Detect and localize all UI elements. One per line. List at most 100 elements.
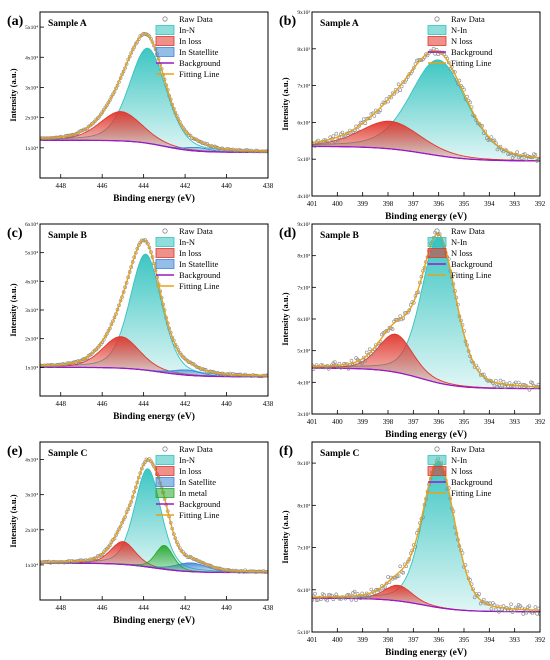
raw-data-point — [492, 383, 497, 388]
x-tick-label: 392 — [535, 200, 546, 208]
legend-swatch — [427, 36, 447, 46]
y-tick-label: 3x10⁴ — [25, 308, 38, 314]
raw-data-point — [431, 46, 436, 51]
x-tick-label: 394 — [484, 636, 495, 644]
x-tick-label: 448 — [55, 182, 66, 190]
y-axis-label: Intensity (a.u.) — [280, 292, 290, 345]
x-tick-label: 400 — [332, 200, 343, 208]
raw-data-point — [103, 334, 108, 339]
plot-frame — [39, 441, 269, 601]
plot-area — [312, 456, 540, 616]
legend-item-label: In-N — [179, 237, 195, 247]
raw-data-point — [536, 158, 540, 162]
component-n-in — [312, 461, 540, 613]
fitting-line — [312, 49, 540, 159]
raw-data-point — [354, 598, 358, 602]
y-tick-label: 6x10³ — [297, 588, 310, 594]
x-axis-label: Binding energy (eV) — [385, 647, 467, 658]
y-axis-label: Intensity (a.u.) — [8, 68, 18, 121]
sample-label: Sample B — [320, 231, 359, 241]
x-tick-label: 394 — [484, 418, 495, 426]
legend-item-label: Background — [451, 47, 493, 57]
raw-data-point — [314, 598, 319, 603]
legend-item-label: N loss — [451, 248, 473, 258]
y-tick-label: 9x10³ — [297, 461, 310, 467]
plot-frame — [311, 11, 541, 197]
chart-panel-b: 401 400 399 398 397 396 395 394 393 392 4x10³ 5x10³… — [279, 10, 546, 222]
legend-swatch — [155, 25, 175, 35]
raw-data-point — [538, 612, 540, 616]
raw-data-point — [407, 308, 412, 312]
plot-frame — [311, 441, 541, 633]
y-tick-label: 4x10³ — [297, 380, 310, 386]
raw-data-point — [401, 570, 406, 575]
sample-label: Sample C — [320, 449, 359, 459]
legend-item-label: Fitting Line — [451, 270, 492, 280]
raw-data-point — [363, 358, 368, 363]
raw-data-point — [524, 610, 529, 615]
legend-item-label: Background — [451, 259, 493, 269]
x-tick-label: 397 — [408, 636, 419, 644]
x-tick-label: 394 — [484, 200, 495, 208]
legend-item-label: In Statellite — [179, 259, 219, 269]
x-tick-label: 444 — [138, 400, 149, 408]
y-tick-label: 5x10⁴ — [25, 25, 38, 31]
legend-item-label: Background — [179, 58, 221, 68]
component-in-n — [40, 253, 268, 378]
y-tick-label: 6x10⁴ — [25, 222, 38, 228]
x-tick-label: 440 — [221, 604, 232, 612]
background-line — [40, 562, 268, 574]
x-tick-label: 397 — [408, 418, 419, 426]
legend-item-label: In-N — [179, 455, 195, 465]
raw-data-point — [521, 612, 526, 616]
raw-data-point — [105, 103, 109, 108]
x-axis-label: Binding energy (eV) — [113, 615, 195, 626]
raw-data-point — [407, 72, 412, 76]
x-tick-label: 399 — [357, 636, 368, 644]
x-tick-label: 438 — [263, 400, 274, 408]
y-tick-label: 6x10³ — [297, 317, 310, 323]
raw-data-point — [527, 387, 532, 392]
raw-data-point — [149, 459, 153, 464]
raw-data-point — [346, 366, 351, 371]
legend-item-label: Raw Data — [451, 226, 485, 236]
raw-data-point — [405, 559, 410, 564]
panel-label: (d) — [279, 226, 296, 241]
x-tick-label: 392 — [535, 418, 546, 426]
legend-item-label: N loss — [451, 36, 473, 46]
raw-data-point — [360, 361, 365, 365]
legend-swatch — [427, 466, 447, 476]
raw-data-point — [486, 138, 491, 142]
x-tick-label: 442 — [180, 604, 191, 612]
raw-data-point — [398, 314, 403, 319]
legend-swatch — [427, 248, 447, 258]
y-tick-label: 3x10⁴ — [25, 493, 38, 499]
y-axis-label: Intensity (a.u.) — [280, 510, 290, 563]
legend-item-label: Background — [179, 499, 221, 509]
sample-label: Sample A — [48, 19, 87, 29]
x-tick-label: 444 — [138, 604, 149, 612]
y-tick-label: 3x10³ — [297, 412, 310, 418]
y-tick-label: 8x10³ — [297, 254, 310, 260]
background-line — [312, 145, 540, 162]
y-tick-label: 7x10³ — [297, 546, 310, 552]
fitting-line — [312, 460, 540, 611]
legend-swatch — [427, 237, 447, 247]
raw-data-point — [530, 381, 535, 385]
y-tick-label: 5x10³ — [297, 349, 310, 355]
chart-panel-a: 448 446 444 442 440 438 1x10⁴ 2x10⁴ 3x10⁴ 4x10⁴ 5x… — [7, 11, 274, 204]
x-axis-label: Binding energy (eV) — [113, 411, 195, 422]
legend-item-label: Raw Data — [451, 444, 485, 454]
legend-item-label: In metal — [179, 488, 208, 498]
chart-panel-f: 401 400 399 398 397 396 395 394 393 392 5x10³ 6x10³… — [279, 441, 546, 658]
raw-data-point — [313, 591, 317, 596]
legend-item-label: Fitting Line — [451, 58, 492, 68]
fitting-line — [40, 239, 268, 377]
raw-data-point — [524, 157, 529, 161]
x-tick-label: 395 — [459, 636, 470, 644]
raw-data-point — [367, 594, 372, 598]
legend-swatch — [155, 47, 175, 57]
raw-data-point — [384, 581, 389, 586]
y-tick-label: 1x10⁴ — [25, 146, 38, 152]
